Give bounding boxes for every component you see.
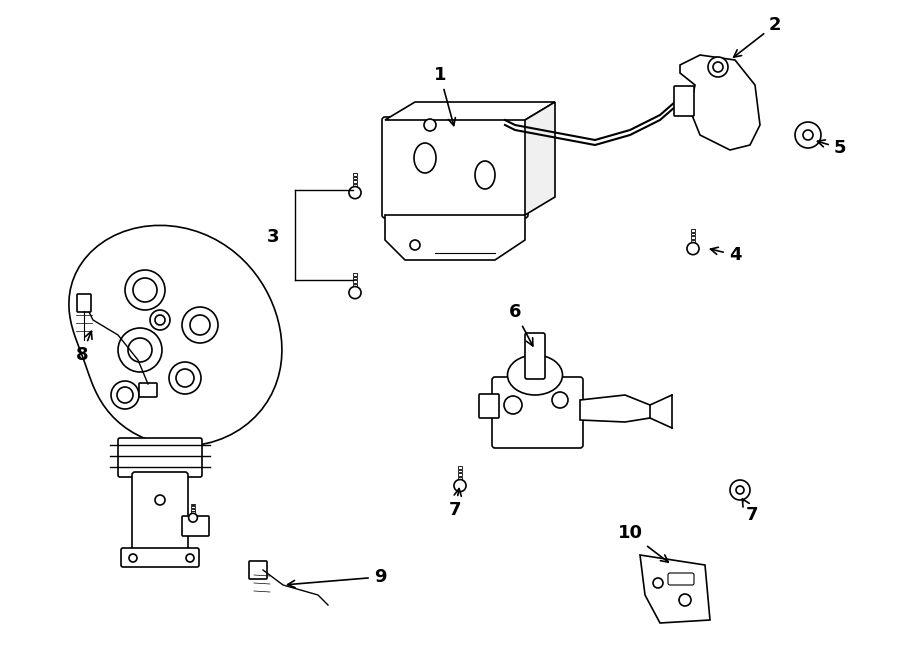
Circle shape <box>150 310 170 330</box>
Bar <box>458 466 462 469</box>
Circle shape <box>653 578 663 588</box>
Circle shape <box>687 243 699 254</box>
Circle shape <box>713 62 723 72</box>
FancyBboxPatch shape <box>674 86 694 116</box>
Bar <box>691 229 695 231</box>
FancyBboxPatch shape <box>492 377 583 448</box>
FancyBboxPatch shape <box>479 394 499 418</box>
Circle shape <box>190 315 210 335</box>
Bar <box>353 184 357 186</box>
Bar <box>458 470 462 472</box>
Text: 7: 7 <box>449 488 462 519</box>
Bar <box>353 288 357 290</box>
Circle shape <box>795 122 821 148</box>
Bar <box>458 481 462 483</box>
Ellipse shape <box>508 355 562 395</box>
Polygon shape <box>525 102 555 215</box>
Circle shape <box>708 57 728 77</box>
Polygon shape <box>640 555 710 623</box>
Text: 4: 4 <box>710 246 742 264</box>
Circle shape <box>118 328 162 372</box>
Circle shape <box>111 381 139 409</box>
Bar <box>691 243 695 246</box>
Bar <box>691 236 695 239</box>
Ellipse shape <box>414 143 436 173</box>
Bar <box>192 514 194 516</box>
Polygon shape <box>680 55 760 150</box>
FancyBboxPatch shape <box>77 294 91 312</box>
FancyBboxPatch shape <box>121 548 199 567</box>
Circle shape <box>182 307 218 343</box>
Circle shape <box>155 315 165 325</box>
Polygon shape <box>385 215 525 260</box>
Text: 6: 6 <box>508 303 533 346</box>
Bar <box>192 511 194 513</box>
Circle shape <box>803 130 813 140</box>
Text: 7: 7 <box>742 499 758 524</box>
FancyBboxPatch shape <box>139 383 157 397</box>
FancyBboxPatch shape <box>382 117 528 218</box>
Text: 1: 1 <box>434 66 455 126</box>
Bar <box>458 477 462 479</box>
FancyBboxPatch shape <box>118 438 202 477</box>
Bar <box>458 473 462 476</box>
Circle shape <box>155 495 165 505</box>
Circle shape <box>736 486 744 494</box>
Bar <box>691 233 695 235</box>
Circle shape <box>349 186 361 199</box>
Bar <box>353 284 357 286</box>
Text: 2: 2 <box>734 16 781 57</box>
Circle shape <box>552 392 568 408</box>
Bar <box>353 187 357 190</box>
Polygon shape <box>385 102 555 120</box>
Bar <box>192 504 194 506</box>
Bar <box>353 176 357 179</box>
Circle shape <box>189 514 197 522</box>
Circle shape <box>504 396 522 414</box>
Circle shape <box>454 480 466 492</box>
Circle shape <box>410 240 420 250</box>
Circle shape <box>128 338 152 362</box>
Circle shape <box>125 270 165 310</box>
Circle shape <box>679 594 691 606</box>
FancyBboxPatch shape <box>525 333 545 379</box>
Circle shape <box>186 554 194 562</box>
Circle shape <box>176 369 194 387</box>
Ellipse shape <box>475 161 495 189</box>
Text: 8: 8 <box>76 331 92 364</box>
Text: 3: 3 <box>266 228 279 246</box>
Bar <box>353 280 357 283</box>
Circle shape <box>117 387 133 403</box>
Bar <box>353 173 357 176</box>
Circle shape <box>349 287 361 299</box>
Circle shape <box>133 278 157 302</box>
Bar <box>192 509 194 510</box>
Circle shape <box>730 480 750 500</box>
Text: 9: 9 <box>288 568 386 588</box>
FancyBboxPatch shape <box>132 472 188 558</box>
FancyBboxPatch shape <box>668 573 694 585</box>
Text: 10: 10 <box>617 524 669 563</box>
Text: 5: 5 <box>817 139 846 157</box>
Polygon shape <box>69 225 282 446</box>
Circle shape <box>169 362 201 394</box>
Bar <box>353 277 357 279</box>
Circle shape <box>424 119 436 131</box>
Polygon shape <box>580 395 650 422</box>
FancyBboxPatch shape <box>182 516 209 536</box>
Circle shape <box>129 554 137 562</box>
Bar <box>192 506 194 508</box>
Bar <box>691 240 695 242</box>
FancyBboxPatch shape <box>249 561 267 579</box>
Bar <box>353 180 357 182</box>
Bar <box>353 273 357 276</box>
